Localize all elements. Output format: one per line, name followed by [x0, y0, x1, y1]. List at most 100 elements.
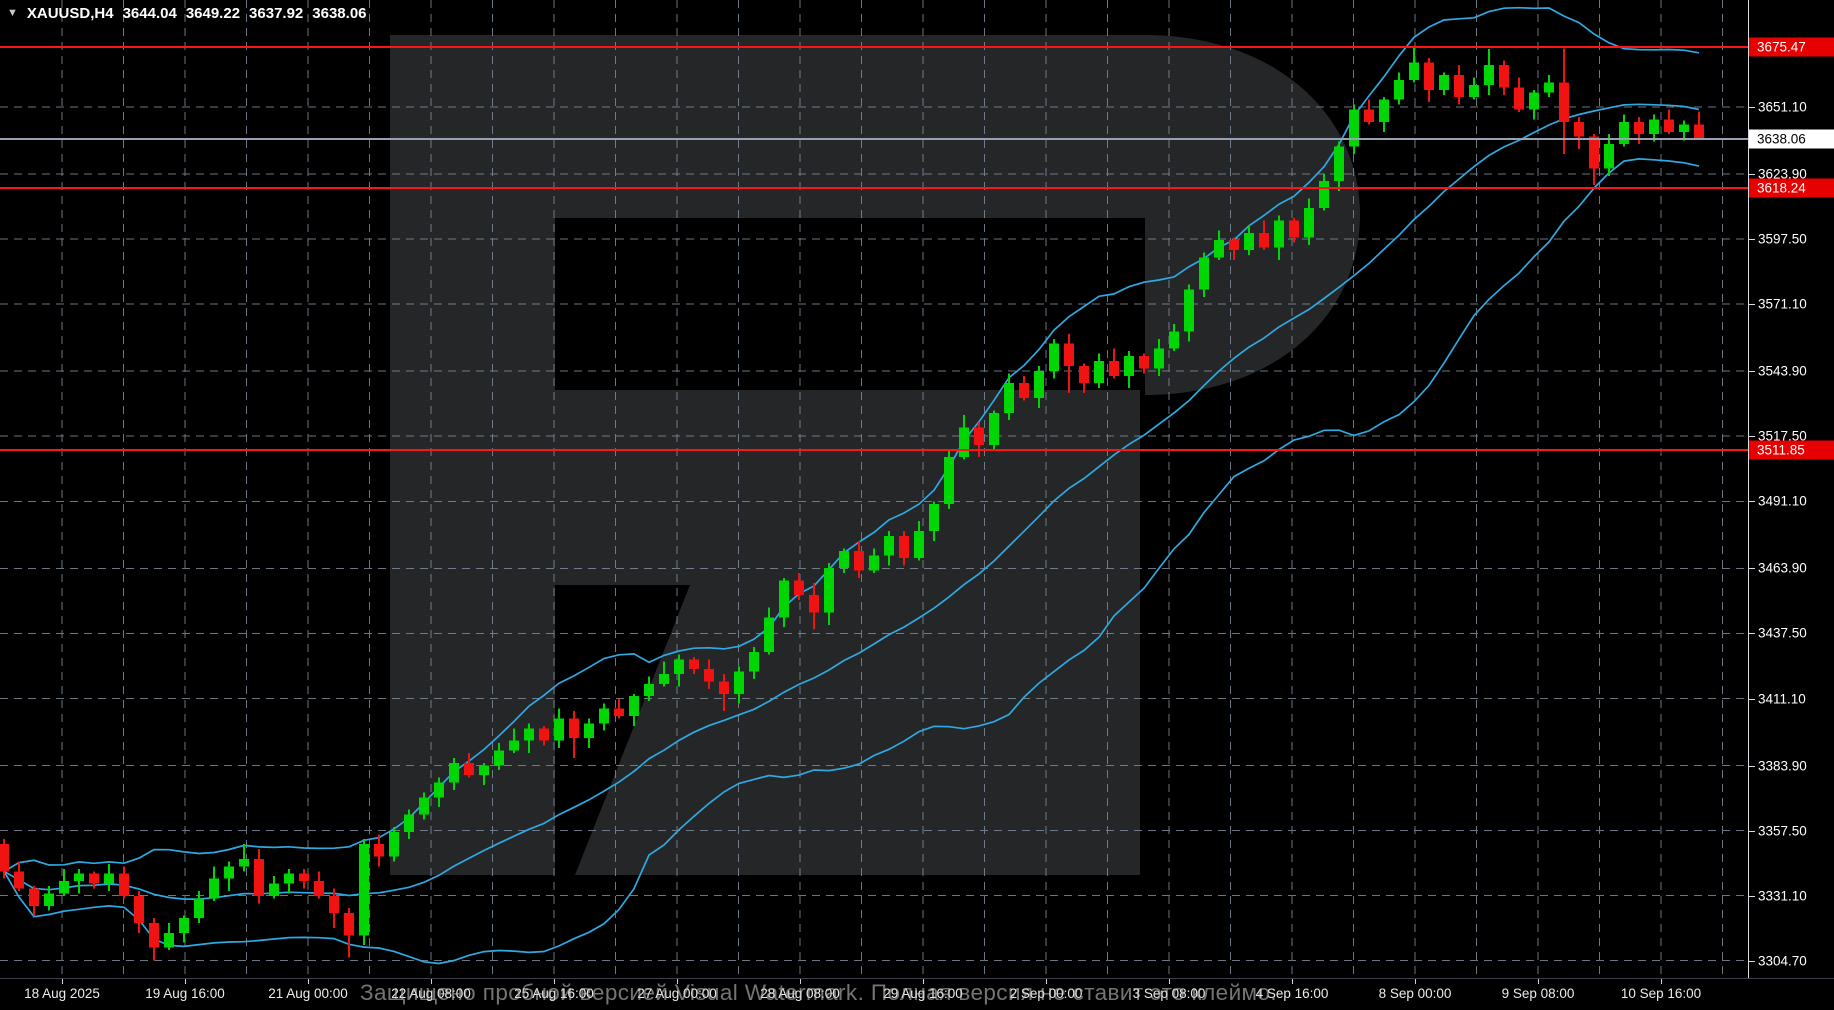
price-tick — [1749, 501, 1755, 503]
price-tick — [1749, 830, 1755, 832]
candle-body-up — [1093, 361, 1105, 384]
candle-body-down — [463, 762, 475, 776]
bid-price-badge: 3638.06 — [1749, 129, 1834, 149]
price-level-badge: 3511.85 — [1749, 440, 1834, 460]
candle-body-down — [853, 550, 865, 571]
time-axis-label: 28 Aug 08:00 — [760, 986, 840, 1001]
candle-body-up — [283, 873, 295, 884]
price-axis-label: 3491.10 — [1758, 493, 1807, 509]
time-tick — [1538, 979, 1539, 984]
candle-body-down — [1588, 136, 1600, 169]
ohlc-close-value: 3638.06 — [312, 5, 367, 22]
candle-body-down — [148, 923, 160, 948]
time-tick — [923, 979, 924, 984]
candle-body-down — [703, 669, 715, 682]
candle-body-up — [358, 844, 370, 936]
candle-body-up — [778, 580, 790, 618]
time-axis-label: 8 Sep 00:00 — [1378, 986, 1452, 1001]
time-axis-label: 3 Sep 08:00 — [1132, 986, 1206, 1001]
candle-body-down — [328, 895, 340, 914]
candle-body-up — [268, 883, 280, 896]
time-axis-label: 29 Aug 16:00 — [883, 986, 963, 1001]
time-tick — [62, 979, 63, 984]
time-axis-label: 27 Aug 00:00 — [637, 986, 717, 1001]
time-axis-label: 22 Aug 08:00 — [391, 986, 471, 1001]
watermark-letter-R — [390, 35, 1360, 875]
candle-body-down — [298, 873, 310, 882]
time-tick — [554, 979, 555, 984]
candle-body-down — [1423, 62, 1435, 90]
candle-body-down — [613, 708, 625, 716]
candle-body-up — [1198, 257, 1210, 290]
time-tick — [185, 979, 186, 984]
price-axis-label: 3543.90 — [1758, 363, 1807, 379]
time-axis-label: 21 Aug 00:00 — [268, 986, 348, 1001]
candle-body-up — [223, 866, 235, 879]
candle-body-up — [643, 683, 655, 697]
candle-body-down — [973, 427, 985, 445]
time-axis[interactable]: 18 Aug 2025 19 Aug 16:00 21 Aug 00:00 22 Au… — [0, 978, 1834, 1010]
candle-body-up — [1243, 232, 1255, 251]
candle-body-down — [1633, 121, 1645, 135]
candlestick-chart-canvas[interactable] — [0, 0, 1748, 978]
candle-body-up — [598, 708, 610, 724]
candle-body-up — [748, 651, 760, 672]
candle-body-up — [1273, 220, 1285, 248]
time-axis-label: 18 Aug 2025 — [24, 986, 100, 1001]
candle-body-up — [523, 728, 535, 741]
chart-dropdown-icon[interactable]: ▼ — [7, 7, 18, 19]
candles — [0, 47, 1705, 961]
candle-body-up — [1153, 348, 1165, 369]
candle-body-up — [1648, 119, 1660, 135]
candle-body-up — [883, 536, 895, 556]
candle-body-up — [553, 718, 565, 741]
candle-body-down — [1108, 361, 1120, 376]
time-tick — [1415, 979, 1416, 984]
candle-body-up — [1033, 370, 1045, 398]
candle-body-up — [1303, 208, 1315, 238]
candle-body-down — [13, 871, 25, 889]
candle-body-down — [793, 580, 805, 596]
price-axis-label: 3463.90 — [1758, 560, 1807, 576]
time-tick — [800, 979, 801, 984]
price-tick — [1749, 371, 1755, 373]
price-tick — [1749, 304, 1755, 306]
candle-body-up — [1618, 121, 1630, 145]
bollinger-band-lower — [3, 158, 1700, 965]
price-axis[interactable]: 3651.10 3623.90 3597.50 3571.10 3543.90 3517.… — [1748, 0, 1834, 978]
candle-body-down — [0, 844, 10, 872]
time-tick — [1292, 979, 1293, 984]
candle-body-down — [1078, 365, 1090, 384]
candle-body-down — [1558, 82, 1570, 122]
candle-body-up — [1408, 62, 1420, 80]
candle-body-down — [1228, 240, 1240, 251]
candle-body-up — [988, 412, 1000, 445]
candle-body-down — [1288, 220, 1300, 238]
candle-body-up — [1048, 343, 1060, 371]
candle-body-up — [58, 881, 70, 894]
price-tick — [1749, 239, 1755, 240]
price-axis-label: 3437.50 — [1758, 625, 1807, 641]
candle-body-down — [1138, 356, 1150, 369]
candle-body-down — [808, 595, 820, 613]
candle-body-up — [1528, 92, 1540, 110]
time-axis-label: 10 Sep 16:00 — [1620, 986, 1702, 1001]
candle-body-down — [373, 844, 385, 857]
candle-body-down — [538, 728, 550, 741]
price-axis-label: 3571.10 — [1758, 296, 1807, 312]
candle-body-up — [1393, 80, 1405, 100]
candle-body-down — [88, 873, 100, 884]
price-tick — [1749, 633, 1755, 635]
candle-body-down — [1663, 119, 1675, 132]
ohlc-low-value: 3637.92 — [249, 5, 304, 22]
candle-body-down — [1498, 65, 1510, 88]
symbol-timeframe-label: XAUUSD,H4 — [26, 5, 114, 22]
candle-body-down — [118, 873, 130, 896]
candle-body-up — [403, 814, 415, 832]
candle-body-down — [1573, 121, 1585, 137]
candle-body-up — [178, 918, 190, 933]
price-axis-label: 3517.50 — [1758, 428, 1807, 444]
candle-body-up — [913, 531, 925, 559]
price-axis-label: 3383.90 — [1758, 758, 1807, 773]
